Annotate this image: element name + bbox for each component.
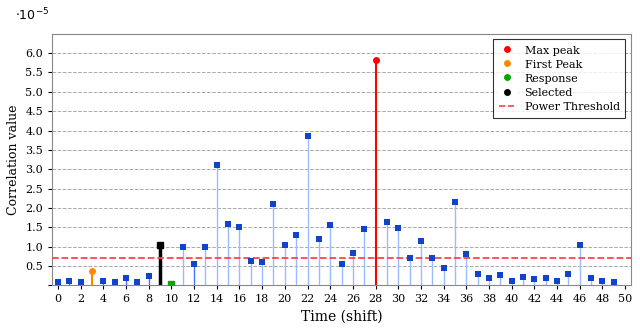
X-axis label: Time (shift): Time (shift) — [301, 310, 382, 324]
Text: $\cdot10^{-5}$: $\cdot10^{-5}$ — [15, 7, 49, 24]
Legend: Max peak, First Peak, Response, Selected, Power Threshold: Max peak, First Peak, Response, Selected… — [493, 39, 625, 118]
Y-axis label: Correlation value: Correlation value — [7, 104, 20, 215]
